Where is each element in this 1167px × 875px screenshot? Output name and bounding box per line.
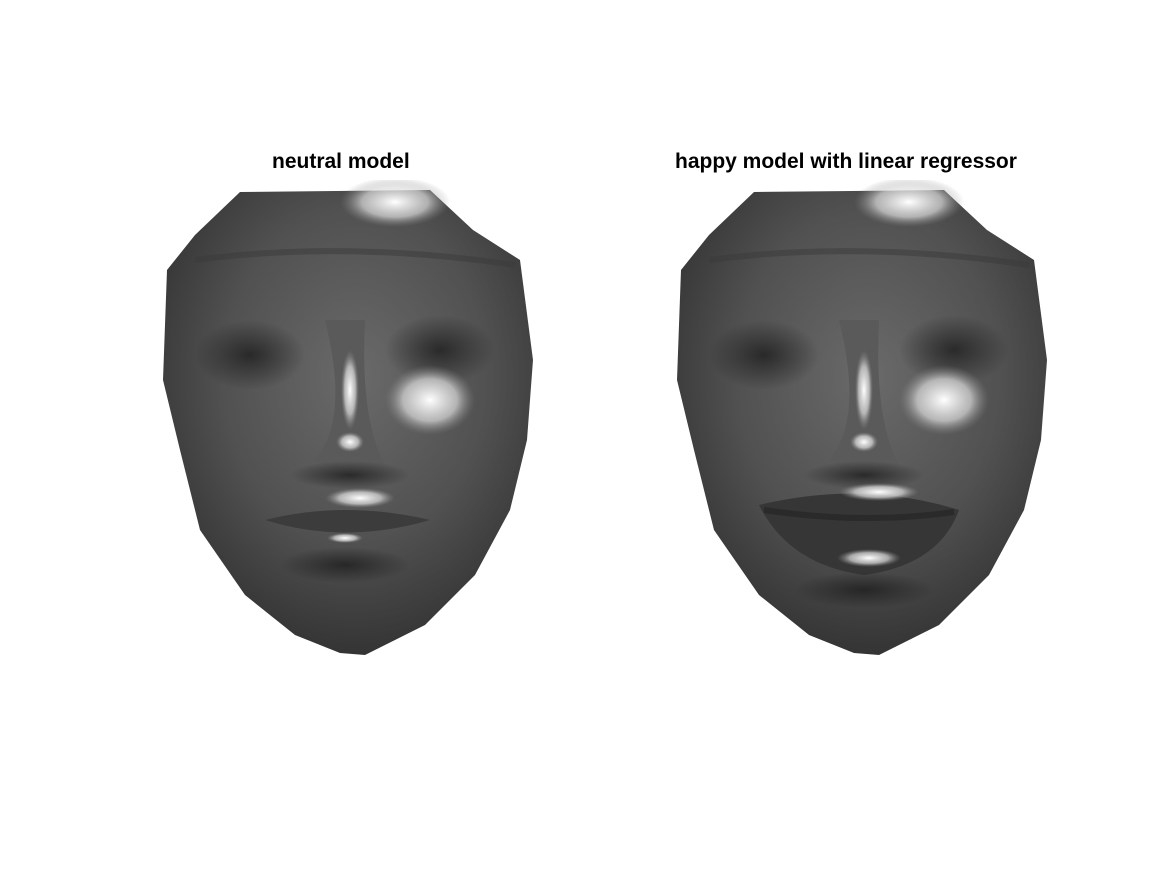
neutral-model-panel: neutral model — [0, 0, 583, 875]
panel-title: neutral model — [272, 150, 410, 173]
happy-face-render — [677, 180, 1047, 655]
panel-title: happy model with linear regressor — [675, 150, 1017, 173]
neutral-face-render — [163, 180, 533, 655]
happy-model-panel: happy model with linear regressor — [516, 0, 1099, 875]
